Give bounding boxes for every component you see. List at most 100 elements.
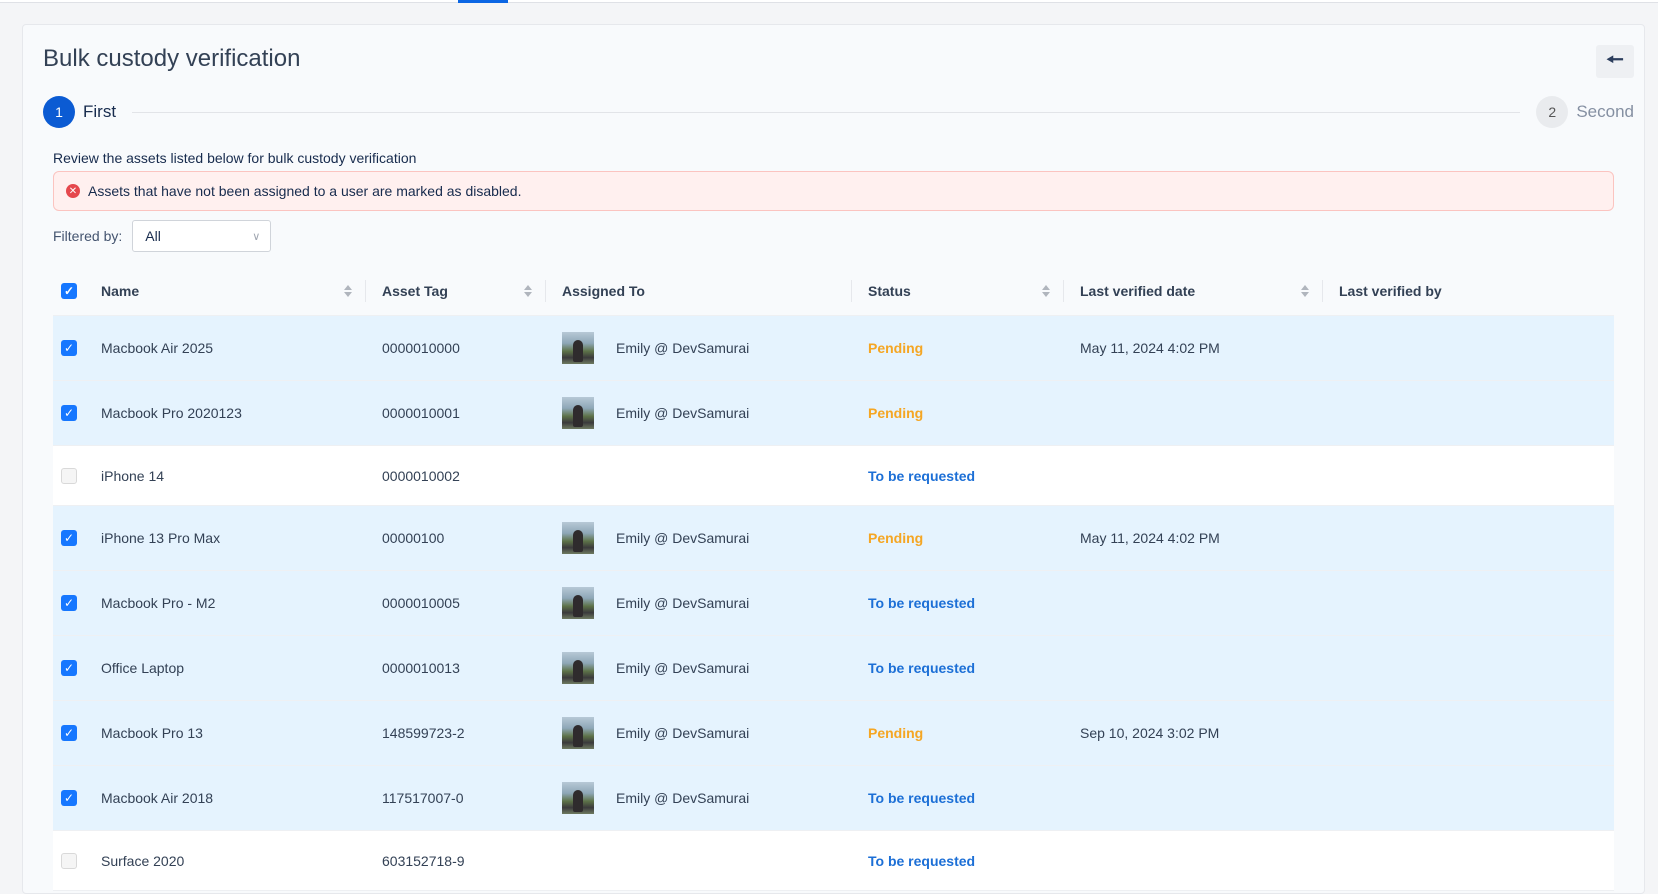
table-row[interactable]: ✓ Macbook Pro - M2 0000010005 Emily @ De… [53,571,1614,636]
column-header-assigned-to: Assigned To [546,266,852,316]
bulk-verification-panel: Bulk custody verification 🠔 1 First 2 Se… [22,24,1645,894]
assignee-name: Emily @ DevSamurai [616,405,750,421]
avatar [562,782,594,814]
asset-name: Macbook Pro - M2 [101,595,216,611]
assignee-name: Emily @ DevSamurai [616,530,750,546]
avatar [562,522,594,554]
status-badge: To be requested [868,467,976,484]
row-checkbox[interactable]: ✓ [61,725,77,741]
row-checkbox[interactable]: ✓ [61,660,77,676]
column-label: Status [868,282,911,299]
asset-name: Surface 2020 [101,852,185,869]
assignee-name: Emily @ DevSamurai [616,660,750,676]
column-header-name[interactable]: Name [101,266,366,316]
column-header-last-verified-by: Last verified by [1323,266,1614,316]
assignee-name: Emily @ DevSamurai [616,340,750,356]
asset-tag: 148599723-2 [382,725,465,741]
row-checkbox[interactable]: ✓ [61,340,77,356]
avatar [562,652,594,684]
asset-name: Macbook Air 2025 [101,340,214,356]
assigned-to: Emily @ DevSamurai [546,782,852,814]
asset-tag: 0000010001 [382,405,460,421]
avatar [562,397,594,429]
asset-tag: 00000100 [382,530,445,546]
asset-name: Office Laptop [101,660,185,676]
status-badge: To be requested [868,790,976,806]
assignee-name: Emily @ DevSamurai [616,595,750,611]
avatar [562,717,594,749]
filter-label: Filtered by: [53,228,123,244]
column-label: Name [101,282,140,299]
column-header-status[interactable]: Status [852,266,1064,316]
avatar [562,332,594,364]
step-1-indicator[interactable]: 1 [43,96,75,128]
alert-text: Assets that have not been assigned to a … [88,183,522,199]
sort-icon[interactable] [344,284,352,297]
step-connector [132,111,1521,113]
column-header-asset-tag[interactable]: Asset Tag [366,266,546,316]
asset-name: iPhone 13 Pro Max [101,530,221,546]
select-all-checkbox[interactable]: ✓ [61,282,77,299]
row-checkbox[interactable]: ✓ [61,595,77,611]
table-row[interactable]: iPhone 14 0000010002 To be requested [53,446,1614,506]
row-checkbox[interactable]: ✓ [61,405,77,421]
assigned-to: Emily @ DevSamurai [546,652,852,684]
step-2-label: Second [1576,102,1634,121]
assigned-to: Emily @ DevSamurai [546,397,852,429]
status-badge: Pending [868,725,924,741]
status-badge: To be requested [868,852,976,869]
asset-name: iPhone 14 [101,467,165,484]
asset-tag: 0000010000 [382,340,460,356]
assets-table: ✓ Name Asset Tag Assigned To Status Last… [53,266,1614,891]
stepper: 1 First 2 Second [43,96,1634,128]
page-title: Bulk custody verification [43,45,301,72]
column-label: Last verified by [1339,282,1442,299]
step-1-label: First [83,102,117,121]
error-circle-icon: ✕ [66,184,80,198]
row-checkbox[interactable]: ✓ [61,790,77,806]
avatar [562,587,594,619]
table-row[interactable]: Surface 2020 603152718-9 To be requested [53,831,1614,891]
assigned-to: Emily @ DevSamurai [546,717,852,749]
status-badge: Pending [868,405,924,421]
status-badge: Pending [868,530,924,546]
assigned-to: Emily @ DevSamurai [546,332,852,364]
table-row[interactable]: ✓ iPhone 13 Pro Max 00000100 Emily @ Dev… [53,506,1614,571]
error-alert: ✕ Assets that have not been assigned to … [53,171,1614,211]
assigned-to: Emily @ DevSamurai [546,522,852,554]
last-verified-date: May 11, 2024 4:02 PM [1080,340,1220,356]
step-2-indicator[interactable]: 2 [1536,96,1569,128]
filter-bar: Filtered by: All ∨ [53,220,272,252]
asset-tag: 0000010002 [382,467,460,484]
row-checkbox[interactable] [61,467,77,484]
table-row[interactable]: ✓ Macbook Air 2025 0000010000 Emily @ De… [53,316,1614,381]
asset-tag: 117517007-0 [382,790,464,806]
assignee-name: Emily @ DevSamurai [616,725,750,741]
table-row[interactable]: ✓ Macbook Air 2018 117517007-0 Emily @ D… [53,766,1614,831]
last-verified-date: Sep 10, 2024 3:02 PM [1080,725,1220,741]
column-label: Assigned To [562,282,645,299]
table-header: ✓ Name Asset Tag Assigned To Status Last… [53,266,1614,316]
asset-tag: 0000010013 [382,660,460,676]
status-badge: To be requested [868,660,976,676]
sort-icon[interactable] [524,284,532,297]
column-label: Last verified date [1080,282,1196,299]
row-checkbox[interactable] [61,852,77,869]
top-nav-bar [0,0,1658,3]
filter-select[interactable]: All ∨ [132,220,272,252]
row-checkbox[interactable]: ✓ [61,530,77,546]
assigned-to: Emily @ DevSamurai [546,587,852,619]
column-header-last-verified-date[interactable]: Last verified date [1064,266,1323,316]
description: Review the assets listed below for bulk … [53,150,417,166]
assignee-name: Emily @ DevSamurai [616,790,750,806]
status-badge: Pending [868,340,924,356]
table-row[interactable]: ✓ Office Laptop 0000010013 Emily @ DevSa… [53,636,1614,701]
sort-icon[interactable] [1042,284,1050,297]
asset-tag: 0000010005 [382,595,460,611]
back-button[interactable]: 🠔 [1596,45,1634,78]
asset-name: Macbook Air 2018 [101,790,214,806]
table-row[interactable]: ✓ Macbook Pro 13 148599723-2 Emily @ Dev… [53,701,1614,766]
table-row[interactable]: ✓ Macbook Pro 2020123 0000010001 Emily @… [53,381,1614,446]
sort-icon[interactable] [1301,284,1309,297]
active-tab-indicator [458,0,508,3]
